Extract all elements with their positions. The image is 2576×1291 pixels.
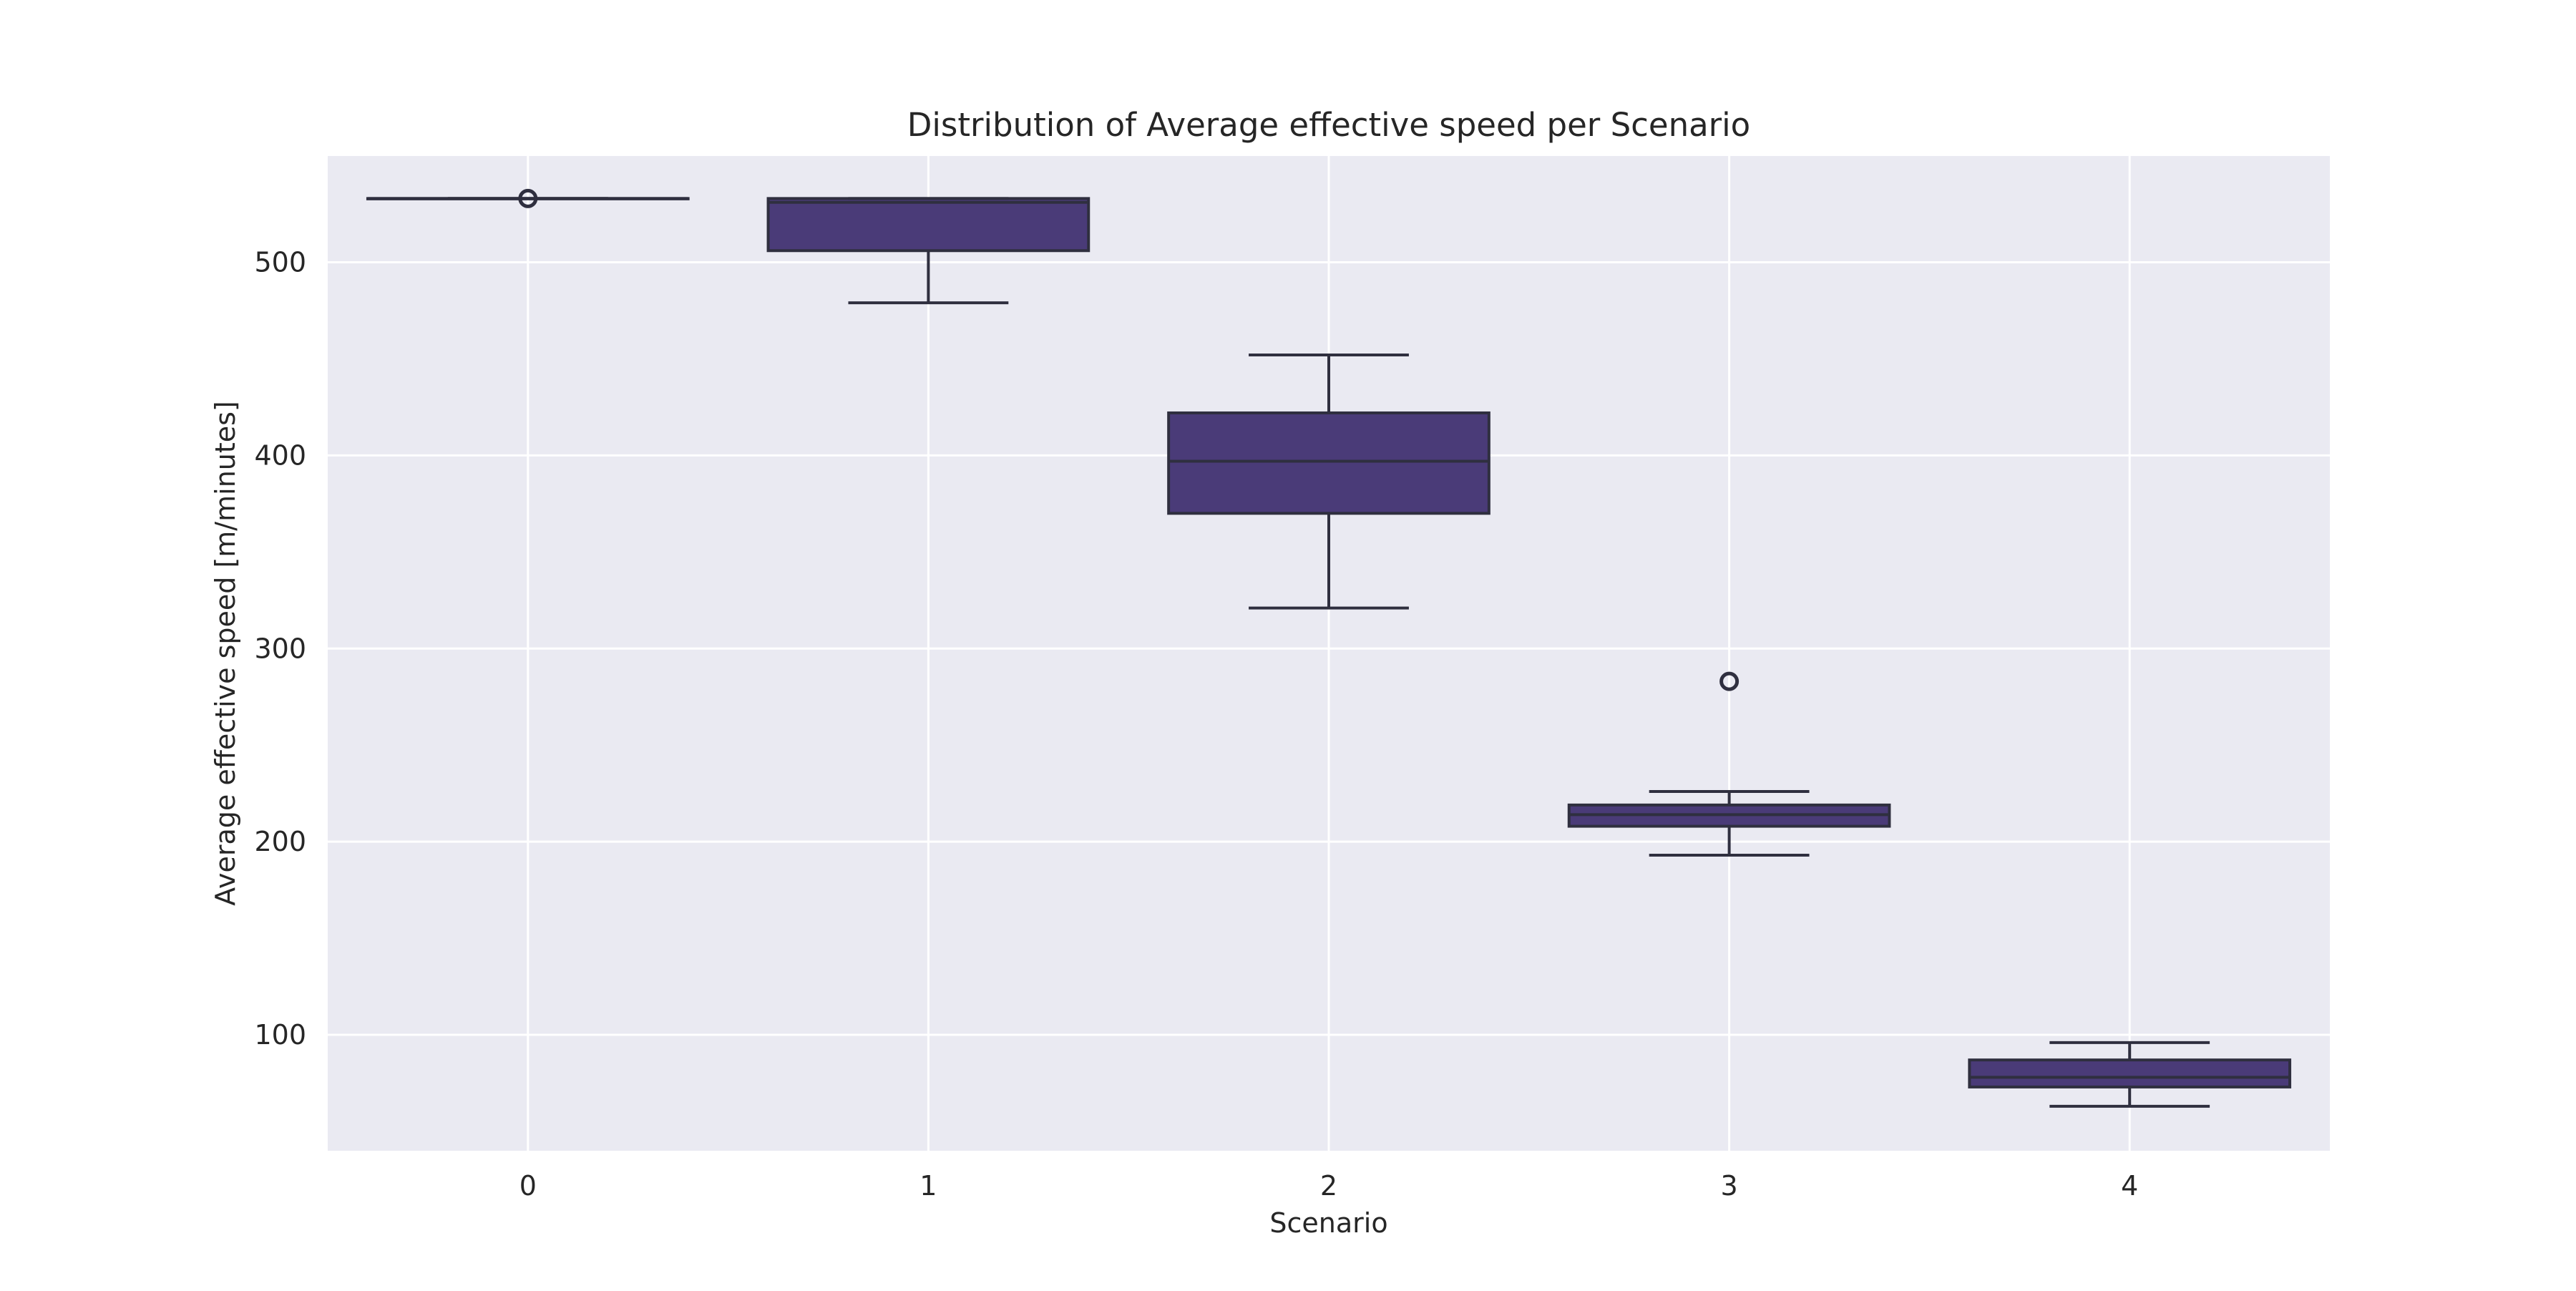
x-tick-label: 1 — [919, 1170, 937, 1202]
x-tick-label: 2 — [1320, 1170, 1337, 1202]
x-tick-label: 3 — [1721, 1170, 1738, 1202]
y-axis-label: Average effective speed [m/minutes] — [210, 401, 241, 906]
iqr-box — [1167, 411, 1491, 515]
grid-lines — [328, 156, 2330, 1151]
x-axis-label: Scenario — [1269, 1207, 1387, 1239]
boxes — [366, 188, 2292, 1108]
y-tick-label: 100 — [254, 1019, 306, 1051]
iqr-box — [1968, 1058, 2292, 1088]
y-tick-label: 500 — [254, 246, 306, 278]
x-tick-label: 4 — [2121, 1170, 2138, 1202]
x-tick-label: 0 — [519, 1170, 537, 1202]
outlier-point — [1719, 671, 1740, 691]
chart-title: Distribution of Average effective speed … — [907, 106, 1750, 144]
box-group-scenario-0 — [366, 188, 690, 208]
box-group-scenario-1 — [766, 197, 1091, 305]
box-group-scenario-4 — [1968, 1041, 2292, 1108]
y-tick-label: 200 — [254, 826, 306, 857]
y-tick-label: 400 — [254, 439, 306, 471]
iqr-box — [766, 197, 1091, 253]
box-group-scenario-3 — [1567, 671, 1891, 857]
box-group-scenario-2 — [1167, 354, 1491, 610]
tick-labels: 100 200 300 400 500 0 1 2 3 4 — [254, 246, 2138, 1202]
outlier-point — [518, 188, 538, 208]
y-tick-label: 300 — [254, 633, 306, 664]
